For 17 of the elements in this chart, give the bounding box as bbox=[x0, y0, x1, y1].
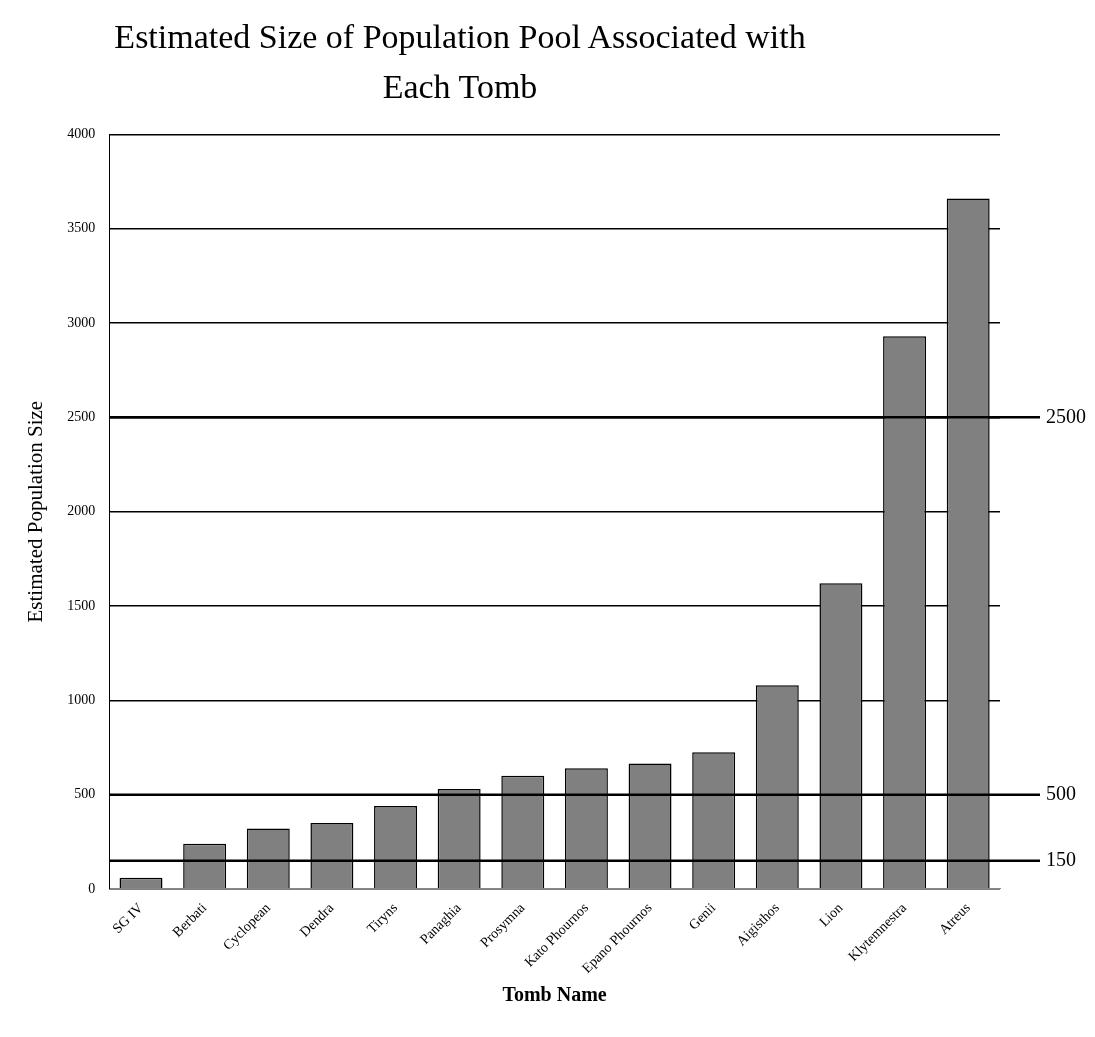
chart-title: Estimated Size of Population Pool Associated with Each Tomb bbox=[113, 17, 807, 107]
y-tick-label: 2000 bbox=[67, 503, 96, 519]
y-tick-label: 4000 bbox=[67, 126, 96, 142]
y-tick-label: 3000 bbox=[67, 314, 96, 330]
y-tick-label: 1000 bbox=[67, 691, 96, 707]
y-tick-label: 500 bbox=[74, 786, 96, 802]
ref-line-label: 500 bbox=[1046, 781, 1076, 804]
y-axis-title: Estimated Population Size bbox=[23, 400, 48, 623]
y-tick-label: 0 bbox=[88, 880, 96, 896]
ref-line-label: 2500 bbox=[1046, 404, 1086, 427]
y-tick-label: 3500 bbox=[67, 220, 96, 236]
x-tick-label: Lion bbox=[816, 900, 846, 930]
x-axis-title: Tomb Name bbox=[502, 983, 607, 1006]
x-tick-label: SG IV bbox=[109, 900, 146, 937]
ref-line-label: 150 bbox=[1046, 847, 1076, 870]
y-tick-label: 2500 bbox=[67, 409, 96, 425]
y-tick-label: 1500 bbox=[67, 597, 96, 613]
